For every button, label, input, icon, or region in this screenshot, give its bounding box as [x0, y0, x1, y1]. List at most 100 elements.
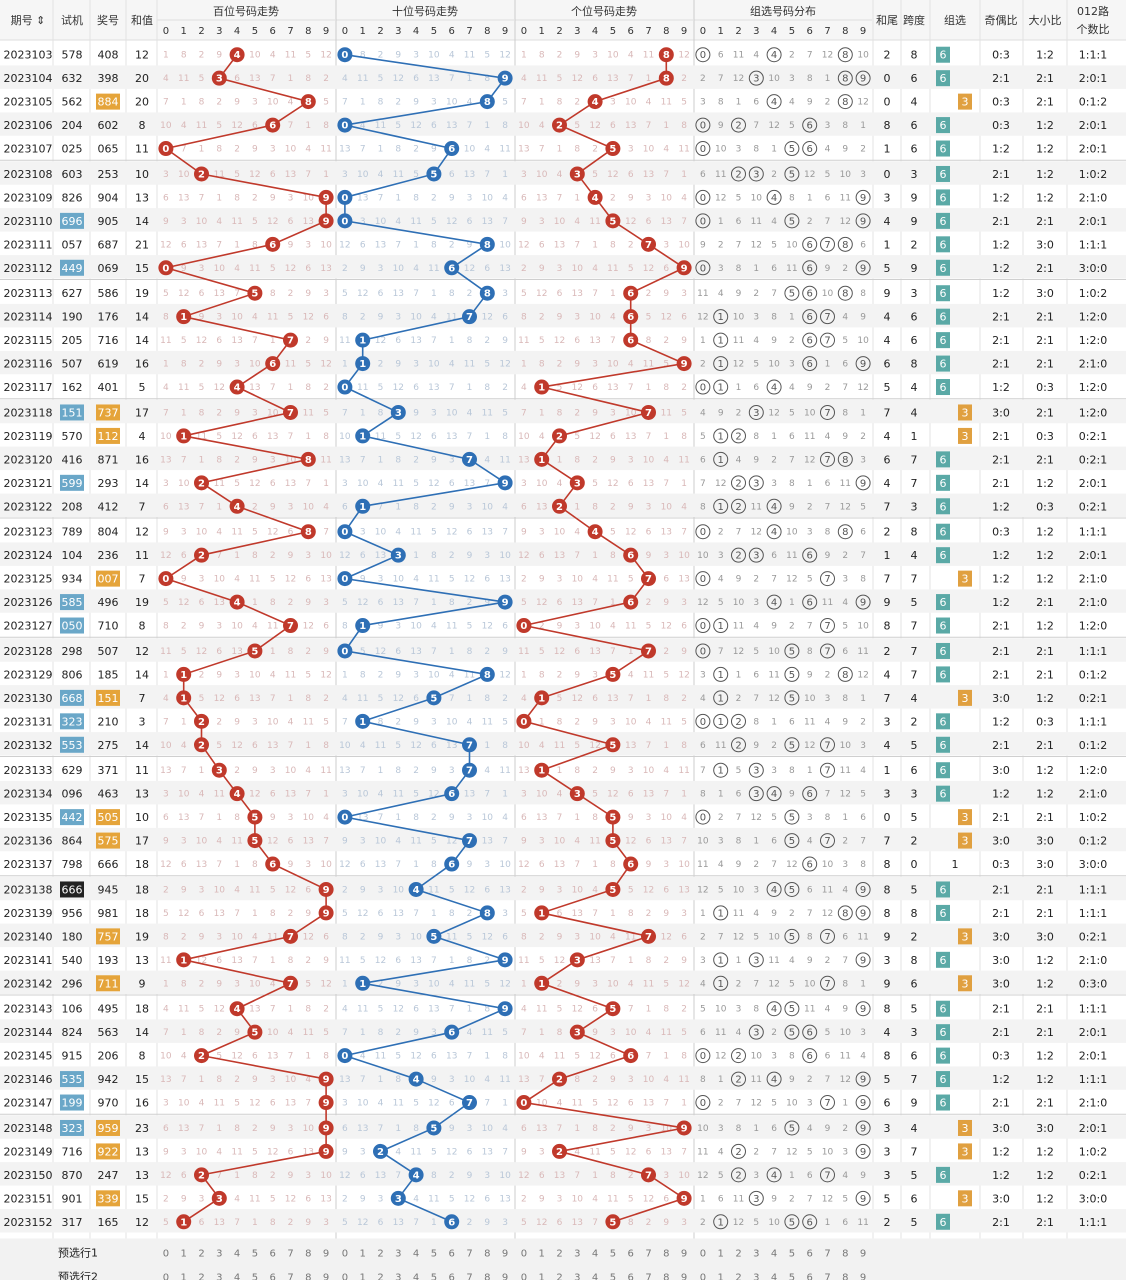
- miss-count: 11: [554, 741, 565, 751]
- miss-count: 8: [252, 551, 258, 561]
- group-dist-digit: 1: [718, 621, 724, 632]
- miss-count: 5: [305, 360, 311, 370]
- group-dist-miss: 12: [840, 790, 851, 800]
- sum-cell: 10: [135, 811, 149, 824]
- miss-count: 1: [484, 1052, 490, 1062]
- big-small-cell: 2:1: [1036, 883, 1054, 896]
- miss-count: 12: [357, 289, 368, 299]
- group-dist-digit: 9: [860, 908, 866, 919]
- miss-count: 6: [646, 528, 652, 538]
- group-dist-miss: 6: [807, 1171, 813, 1181]
- units-ball: [623, 309, 639, 325]
- hundreds-ball: [265, 856, 281, 872]
- miss-count: 11: [643, 51, 654, 61]
- miss-count: 9: [449, 502, 455, 512]
- miss-count: 3: [163, 479, 169, 489]
- miss-count: 2: [557, 360, 563, 370]
- group-badge: [936, 1000, 950, 1017]
- miss-count: 9: [305, 909, 311, 919]
- units-ball-label: 2: [556, 1075, 563, 1086]
- tens-ball: [497, 594, 513, 610]
- big-small-cell: 2:1: [1036, 262, 1054, 275]
- miss-count: 12: [249, 479, 260, 489]
- sum-cell: 8: [139, 1050, 146, 1063]
- group-dist-miss: 11: [804, 717, 815, 727]
- miss-count: 5: [681, 408, 687, 418]
- trial-cell: 296: [62, 977, 83, 990]
- group-dist-circle: [713, 690, 729, 706]
- units-ball-label: 3: [574, 478, 581, 489]
- miss-count: 2: [216, 717, 222, 727]
- miss-count: 3: [305, 551, 311, 561]
- group-dist-digit: 0: [700, 216, 706, 227]
- miss-count: 5: [646, 313, 652, 323]
- odd-even-cell: 1:2: [992, 715, 1010, 728]
- miss-count: 2: [199, 670, 205, 680]
- header-group-dist-digit-9: 9: [860, 26, 866, 37]
- miss-count: 10: [357, 170, 369, 180]
- miss-count: 2: [574, 717, 580, 727]
- miss-count: 2: [592, 455, 598, 465]
- preselect-row-1-digit: 5: [610, 1249, 616, 1260]
- group-dist-miss: 6: [700, 1028, 706, 1038]
- miss-count: 7: [216, 1171, 222, 1181]
- group-dist-circle: [802, 594, 818, 610]
- units-ball-label: 9: [681, 1123, 688, 1134]
- miss-count: 3: [288, 193, 294, 203]
- group-cell: 6: [940, 143, 947, 156]
- big-small-cell: 2:1: [1036, 1026, 1054, 1039]
- group-dist-digit: 4: [771, 502, 777, 513]
- tens-ball: [355, 428, 371, 444]
- miss-count: 13: [518, 766, 529, 776]
- miss-count: 5: [521, 1218, 527, 1228]
- miss-count: 11: [661, 408, 672, 418]
- group-badge: [936, 117, 950, 134]
- miss-count: 4: [557, 479, 563, 489]
- group-cell: 6: [940, 49, 947, 62]
- preselect-row-1-digit: 8: [484, 1249, 490, 1260]
- trial-cell: 629: [62, 764, 83, 777]
- prize-highlight: [96, 809, 120, 826]
- odd-even-cell: 2:1: [992, 1216, 1010, 1229]
- miss-count: 12: [375, 647, 386, 657]
- hundreds-ball: [318, 1120, 334, 1136]
- miss-count: 13: [393, 1218, 404, 1228]
- tens-ball: [355, 618, 371, 634]
- miss-count: 11: [678, 766, 689, 776]
- miss-count: 8: [502, 741, 508, 751]
- miss-count: 10: [518, 121, 530, 131]
- miss-count: 2: [305, 336, 311, 346]
- miss-count: 9: [592, 408, 598, 418]
- trial-cell: 057: [62, 238, 83, 251]
- trial-cell: 798: [62, 858, 83, 871]
- miss-count: 12: [661, 313, 672, 323]
- miss-count: 7: [484, 170, 490, 180]
- miss-count: 4: [270, 670, 276, 680]
- miss-count: 8: [574, 1075, 580, 1085]
- group-dist-digit: 6: [807, 289, 813, 300]
- group-dist-digit: 4: [771, 383, 777, 394]
- sum-cell: 12: [135, 1216, 149, 1229]
- trial-cell: 666: [62, 883, 83, 896]
- tens-ball-label: 4: [413, 1075, 420, 1086]
- miss-count: 2: [216, 98, 222, 108]
- miss-count: 8: [502, 1052, 508, 1062]
- miss-count: 4: [360, 121, 366, 131]
- group-dist-miss: 3: [860, 170, 866, 180]
- group-dist-miss: 1: [789, 598, 795, 608]
- miss-count: 1: [431, 598, 437, 608]
- tens-ball: [462, 833, 477, 849]
- group-dist-digit: 2: [735, 1170, 741, 1181]
- miss-count: 6: [502, 932, 508, 942]
- row-stripe: [0, 208, 1126, 232]
- group-dist-miss: 9: [860, 313, 866, 323]
- group-dist-miss: 2: [771, 1028, 777, 1038]
- group-dist-miss: 2: [753, 860, 759, 870]
- miss-count: 5: [305, 670, 311, 680]
- prize-cell: 687: [98, 238, 119, 251]
- prize-highlight: [96, 93, 120, 110]
- group-dist-miss: 4: [825, 145, 831, 155]
- group-dist-circle: [695, 571, 711, 587]
- hundreds-ball: [229, 379, 245, 395]
- trial-cell: 599: [62, 477, 83, 490]
